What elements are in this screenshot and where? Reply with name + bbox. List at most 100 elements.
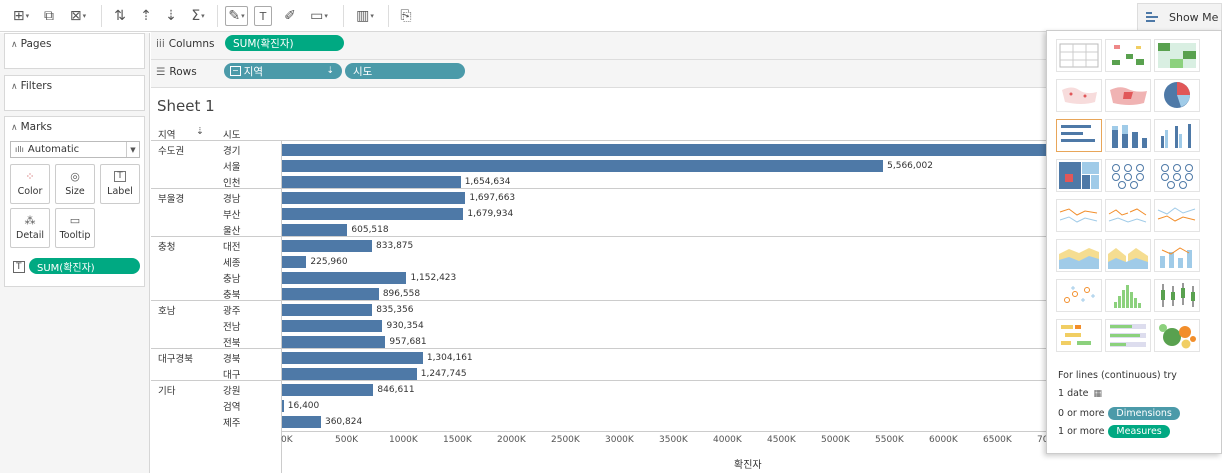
bar[interactable] — [282, 400, 284, 412]
side-by-side-bars-icon[interactable] — [1154, 119, 1200, 152]
region-header[interactable]: 지역 — [158, 127, 175, 141]
highlight-table-icon[interactable] — [1154, 39, 1200, 72]
rows-region-pill[interactable]: − 지역 ⇣ — [224, 63, 342, 79]
bar[interactable] — [282, 240, 372, 252]
tooltip-icon[interactable]: ⎘ — [397, 6, 415, 26]
filled-map-icon[interactable] — [1105, 79, 1151, 112]
histogram-icon[interactable] — [1105, 279, 1151, 312]
scatter-plot-icon[interactable] — [1056, 279, 1102, 312]
size-button[interactable]: ◎ Size — [55, 164, 95, 204]
symbol-map-icon[interactable] — [1056, 79, 1102, 112]
dual-combination-icon[interactable] — [1154, 239, 1200, 272]
mark-sum-pill[interactable]: SUM(확진자) — [29, 258, 140, 274]
heat-map-icon[interactable] — [1105, 39, 1151, 72]
label-button[interactable]: T Label — [100, 164, 140, 204]
bar[interactable] — [282, 144, 1046, 156]
province-label[interactable]: 대구 — [223, 367, 240, 381]
area-continuous-icon[interactable] — [1056, 239, 1102, 272]
province-label[interactable]: 경북 — [223, 351, 240, 365]
bar[interactable] — [282, 176, 461, 188]
collapse-icon[interactable]: ∧ — [11, 40, 18, 50]
color-button[interactable]: ⁘ Color — [10, 164, 50, 204]
presentation-icon[interactable]: ▥ ▾ — [352, 6, 378, 26]
province-label[interactable]: 경남 — [223, 191, 240, 205]
bar[interactable] — [282, 304, 372, 316]
duplicate-sheet-icon[interactable]: ⧉ — [40, 6, 58, 26]
province-header[interactable]: 시도 — [223, 127, 240, 141]
province-label[interactable]: 충북 — [223, 287, 240, 301]
bar[interactable] — [282, 384, 373, 396]
treemap-icon[interactable] — [1056, 159, 1102, 192]
sort-icon[interactable]: ⇣ — [326, 66, 334, 76]
province-label[interactable]: 광주 — [223, 303, 240, 317]
pie-chart-icon[interactable] — [1154, 79, 1200, 112]
region-label[interactable]: 호남 — [158, 303, 175, 317]
province-label[interactable]: 대전 — [223, 239, 240, 253]
bar[interactable] — [282, 224, 347, 236]
bar[interactable] — [282, 336, 385, 348]
sort-icon[interactable]: ⇣ — [196, 126, 204, 137]
circle-views-icon[interactable] — [1105, 159, 1151, 192]
province-label[interactable]: 전남 — [223, 319, 240, 333]
province-label[interactable]: 인천 — [223, 175, 240, 189]
province-label[interactable]: 전북 — [223, 335, 240, 349]
pages-card[interactable]: ∧ Pages — [4, 33, 145, 69]
detail-button[interactable]: ⁂ Detail — [10, 208, 50, 248]
clear-sheet-icon[interactable]: ⊠ ▾ — [66, 6, 90, 26]
bar[interactable] — [282, 288, 379, 300]
label-icon[interactable]: T — [254, 6, 272, 26]
region-label[interactable]: 대구경북 — [158, 351, 193, 365]
bullet-graph-icon[interactable] — [1105, 319, 1151, 352]
province-label[interactable]: 충남 — [223, 271, 240, 285]
region-label[interactable]: 충청 — [158, 239, 175, 253]
dual-lines-icon[interactable] — [1154, 199, 1200, 232]
bar[interactable] — [282, 416, 321, 428]
box-and-whisker-icon[interactable] — [1154, 279, 1200, 312]
region-label[interactable]: 기타 — [158, 383, 175, 397]
fit-icon[interactable]: ▭ ▾ — [306, 6, 332, 26]
show-me-button[interactable]: Show Me — [1137, 3, 1222, 31]
bar[interactable] — [282, 320, 382, 332]
swap-axes-icon[interactable]: ⇅ — [112, 6, 128, 26]
tooltip-button[interactable]: ▭ Tooltip — [55, 208, 95, 248]
columns-sum-pill[interactable]: SUM(확진자) — [225, 35, 344, 51]
collapse-icon[interactable]: ∧ — [11, 123, 18, 133]
new-data-source-icon[interactable]: ⊞ ▾ — [10, 6, 32, 26]
area-discrete-icon[interactable] — [1105, 239, 1151, 272]
province-label[interactable]: 부산 — [223, 207, 240, 221]
province-label[interactable]: 경기 — [223, 143, 240, 157]
collapse-icon[interactable]: − — [230, 66, 241, 76]
packed-bubbles-icon[interactable] — [1154, 319, 1200, 352]
province-label[interactable]: 강원 — [223, 383, 240, 397]
totals-icon[interactable]: Σ ▾ — [188, 6, 208, 26]
horizontal-bars-icon[interactable] — [1056, 119, 1102, 152]
collapse-icon[interactable]: ∧ — [11, 82, 18, 92]
stacked-bars-icon[interactable] — [1105, 119, 1151, 152]
annotate-icon[interactable]: ✐ — [282, 6, 298, 26]
bar[interactable] — [282, 192, 465, 204]
text-table-icon[interactable] — [1056, 39, 1102, 72]
bar[interactable] — [282, 160, 883, 172]
sort-ascending-icon[interactable]: ⇡ — [138, 6, 154, 26]
region-label[interactable]: 부울경 — [158, 191, 184, 205]
region-label[interactable]: 수도권 — [158, 143, 184, 157]
province-label[interactable]: 울산 — [223, 223, 240, 237]
gantt-chart-icon[interactable] — [1056, 319, 1102, 352]
province-label[interactable]: 세종 — [223, 255, 240, 269]
sort-descending-icon[interactable]: ⇣ — [163, 6, 179, 26]
province-label[interactable]: 서울 — [223, 159, 240, 173]
bar[interactable] — [282, 352, 423, 364]
side-by-side-circles-icon[interactable] — [1154, 159, 1200, 192]
bar[interactable] — [282, 208, 463, 220]
bar[interactable] — [282, 256, 306, 268]
province-label[interactable]: 제주 — [223, 415, 240, 429]
mark-type-select[interactable]: ıllı Automatic ▼ — [10, 141, 140, 158]
rows-province-pill[interactable]: 시도 — [345, 63, 465, 79]
filters-card[interactable]: ∧ Filters — [4, 75, 145, 111]
province-label[interactable]: 검역 — [223, 399, 240, 413]
chevron-down-icon[interactable]: ▼ — [126, 142, 139, 157]
discrete-lines-icon[interactable] — [1105, 199, 1151, 232]
bar[interactable] — [282, 368, 417, 380]
highlight-icon[interactable]: ✎ ▾ — [225, 6, 248, 26]
continuous-lines-icon[interactable] — [1056, 199, 1102, 232]
